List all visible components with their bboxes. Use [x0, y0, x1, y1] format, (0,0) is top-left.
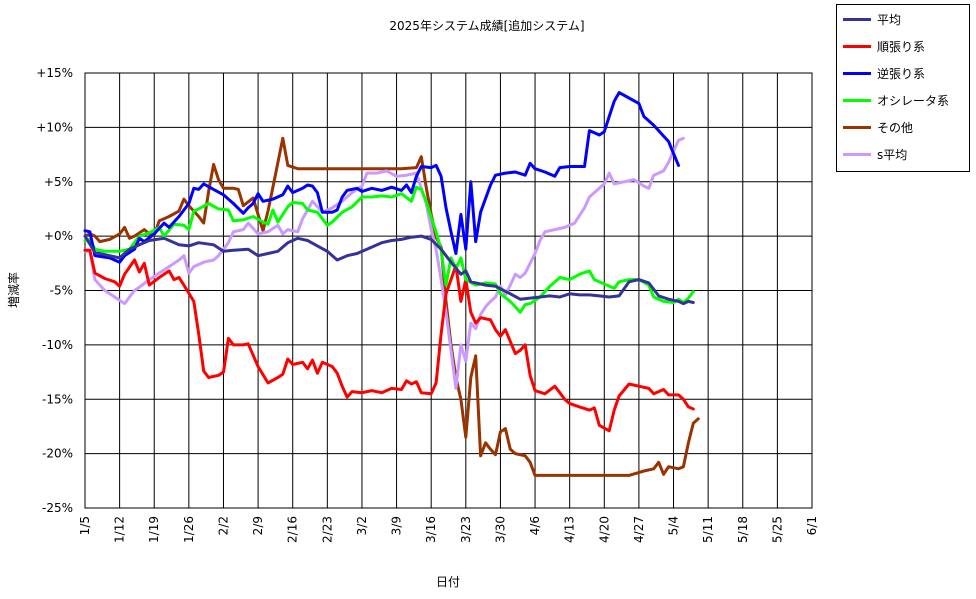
y-tick-label: +10%: [36, 120, 73, 134]
x-tick-label: 3/23: [459, 516, 473, 543]
x-axis-ticks: 1/5 1/12 1/19 1/26 2/2 2/9 2/16 2/23 3/2 3/9 3/16 3…: [78, 516, 819, 543]
x-tick-label: 2/9: [251, 516, 265, 535]
series-line-2: [83, 91, 680, 264]
x-tick-label: 4/20: [597, 516, 611, 543]
y-tick-label: -20%: [42, 447, 73, 461]
legend-label: その他: [877, 120, 914, 135]
x-tick-label: 5/4: [667, 516, 681, 535]
x-tick-label: 4/27: [632, 516, 646, 543]
series-line-4: [83, 136, 700, 477]
x-tick-label: 1/5: [78, 516, 92, 535]
y-tick-label: +15%: [36, 66, 73, 80]
legend-label: 逆張り系: [877, 66, 926, 81]
series-line-1: [83, 248, 695, 433]
legend: 平均順張り系逆張り系オシレータ系 その他 s平均: [836, 4, 970, 172]
y-tick-label: -25%: [42, 501, 73, 515]
x-tick-label: 2/23: [320, 516, 334, 543]
x-tick-label: 6/1: [805, 516, 819, 535]
legend-swatch: [843, 71, 871, 75]
y-tick-label: -5%: [50, 284, 73, 298]
x-tick-label: 3/16: [424, 516, 438, 543]
x-tick-label: 3/30: [493, 516, 507, 543]
y-tick-label: -15%: [42, 392, 73, 406]
x-tick-label: 2/2: [216, 516, 230, 535]
legend-swatch: [843, 152, 871, 156]
legend-swatch: [843, 98, 871, 102]
y-tick-label: -10%: [42, 338, 73, 352]
legend-item: 順張り系: [843, 38, 925, 54]
y-tick-label: +5%: [44, 175, 73, 189]
x-tick-label: 3/9: [390, 516, 404, 535]
series-line-0: [83, 234, 695, 306]
x-tick-label: 5/18: [736, 516, 750, 543]
legend-item: その他: [843, 119, 913, 135]
legend-swatch: [843, 125, 871, 129]
x-tick-label: 5/25: [770, 516, 784, 543]
x-tick-label: 3/2: [355, 516, 369, 535]
x-tick-label: 1/12: [113, 516, 127, 543]
legend-label: s平均: [877, 147, 908, 162]
legend-swatch: [843, 44, 871, 48]
x-tick-label: 1/19: [147, 516, 161, 543]
y-axis-label: 増減率: [6, 272, 21, 308]
y-tick-label: +0%: [44, 229, 73, 243]
legend-item: 逆張り系: [843, 65, 925, 81]
legend-swatch: [843, 17, 871, 21]
x-tick-label: 5/11: [701, 516, 715, 543]
x-tick-label: 4/6: [528, 516, 542, 535]
legend-label: 平均: [877, 12, 902, 27]
x-tick-label: 1/26: [182, 516, 196, 543]
chart-title: 2025年システム成績[追加システム]: [389, 18, 584, 33]
legend-label: オシレータ系: [877, 93, 950, 108]
x-tick-label: 4/13: [563, 516, 577, 543]
x-axis-label: 日付: [436, 575, 460, 589]
x-tick-label: 2/16: [286, 516, 300, 543]
legend-item: s平均: [843, 146, 907, 162]
legend-item: 平均: [843, 11, 901, 27]
series-line-3: [83, 185, 695, 314]
legend-label: 順張り系: [877, 39, 926, 54]
grid: [84, 72, 813, 509]
y-axis-ticks: +15% +10% +5% +0% -5% -10% -15% -20% -25%: [36, 66, 73, 515]
legend-item: オシレータ系: [843, 92, 949, 108]
series-lines: [83, 91, 700, 477]
